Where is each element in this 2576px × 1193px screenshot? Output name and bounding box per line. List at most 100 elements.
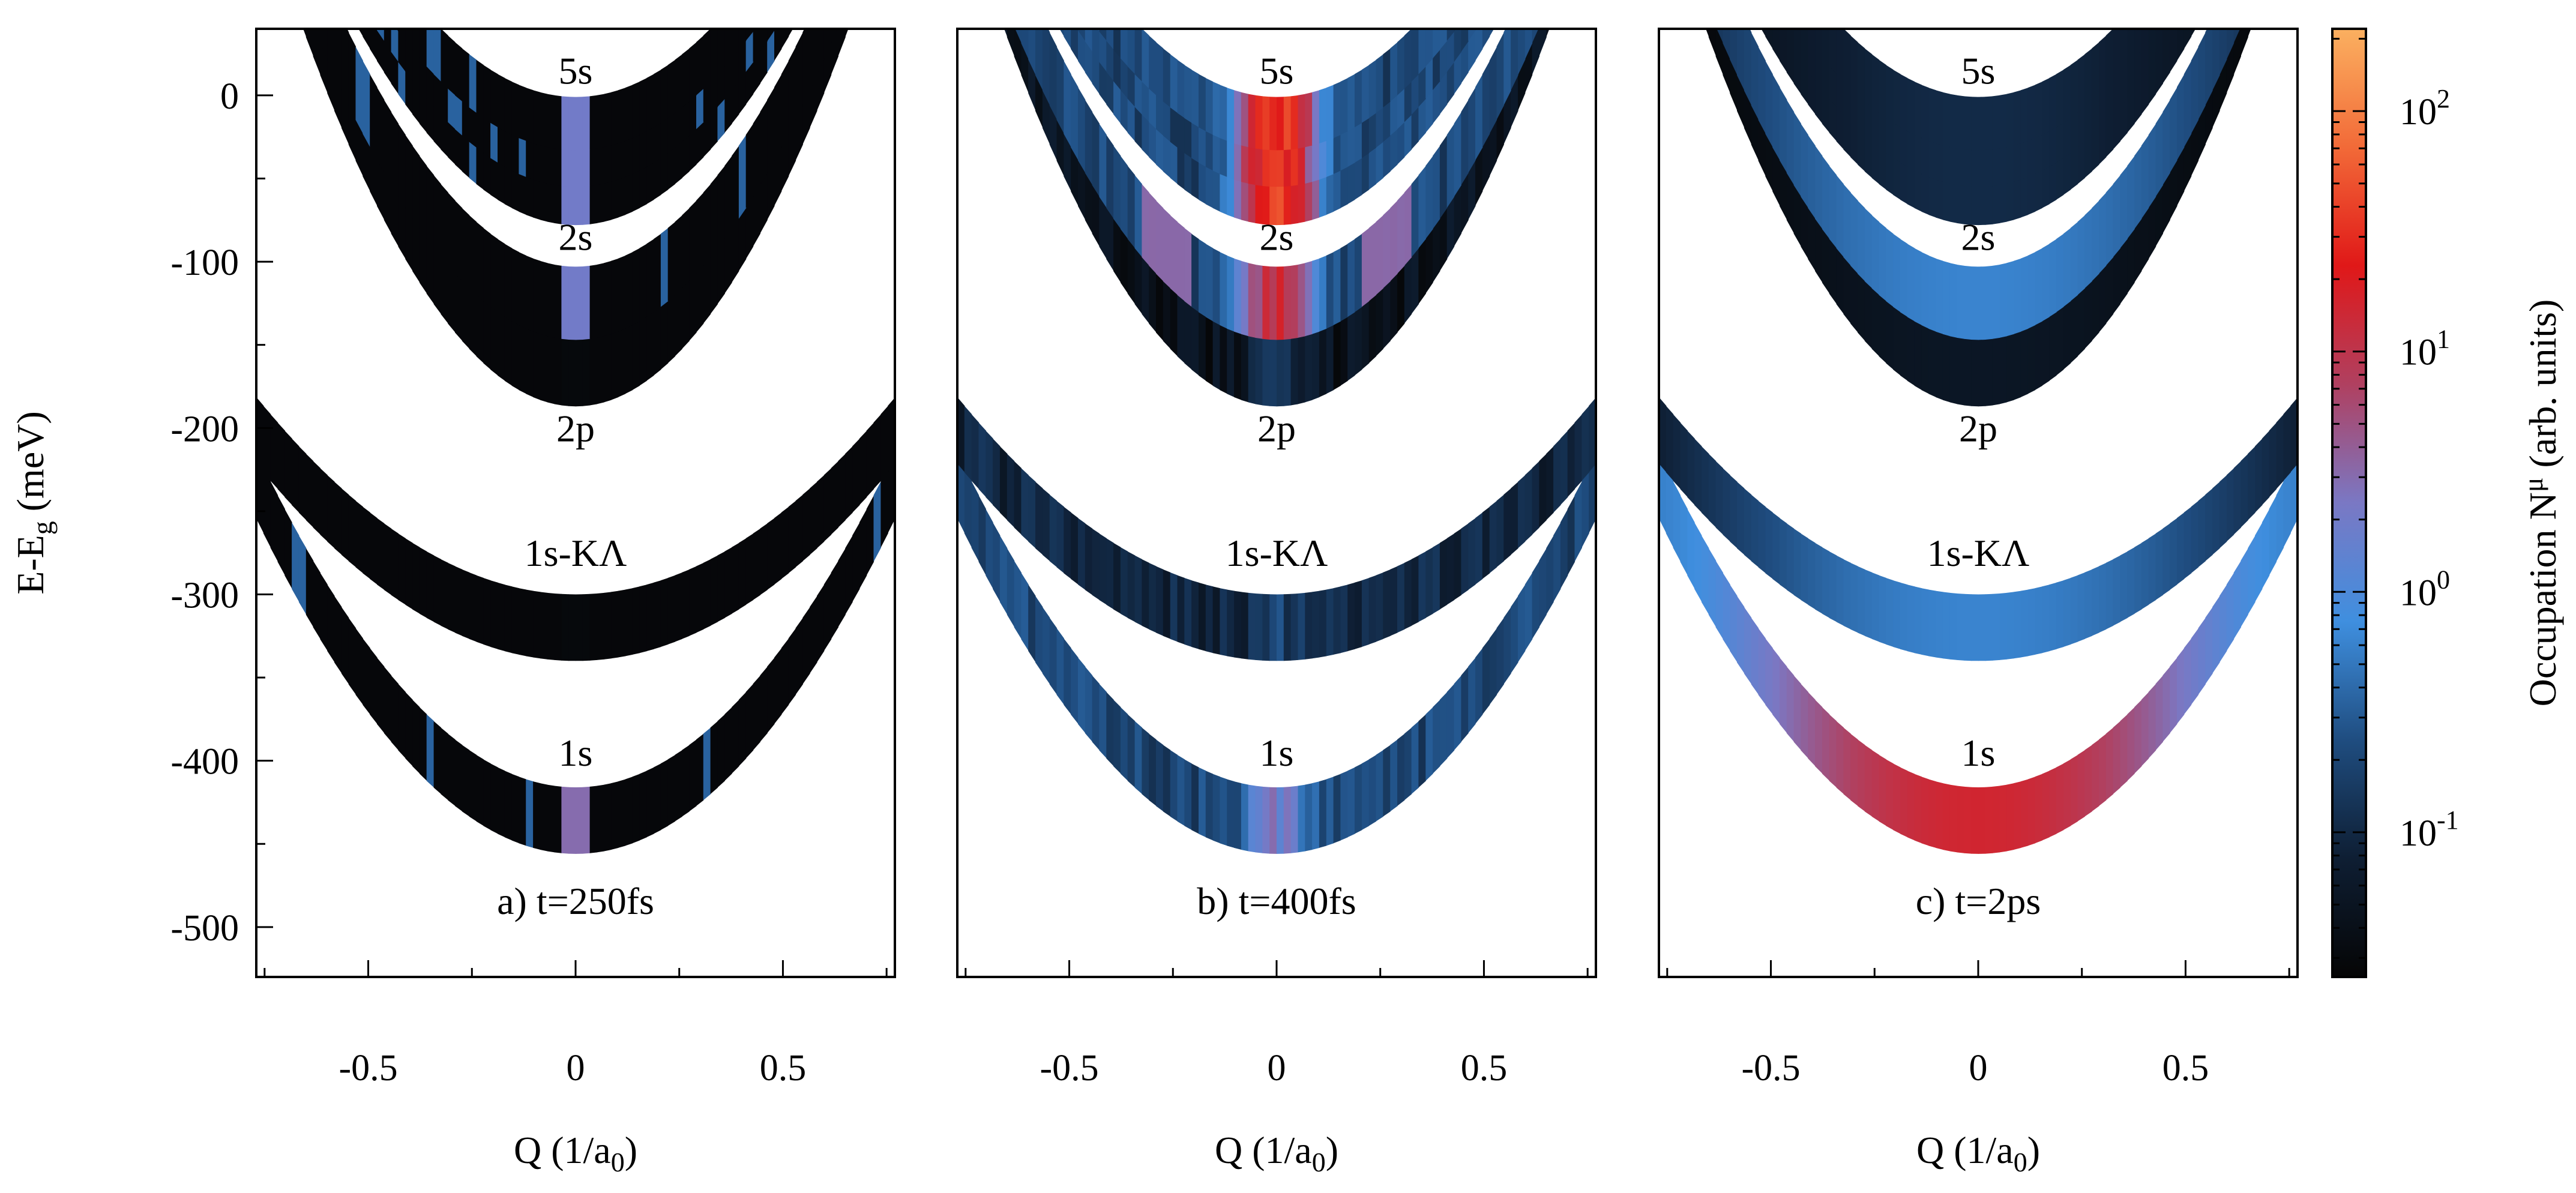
band-segment bbox=[1694, 0, 1702, 17]
band-segment bbox=[1468, 29, 1476, 73]
band-segment bbox=[263, 466, 271, 548]
band-segment bbox=[292, 522, 299, 603]
band-segment bbox=[348, 618, 357, 695]
band-segment bbox=[1921, 317, 1929, 394]
band-segment bbox=[1957, 786, 1964, 853]
band-segment bbox=[1099, 684, 1107, 759]
band-segment bbox=[1241, 260, 1249, 337]
band-segment bbox=[2077, 275, 2085, 356]
panel-b-ticks: -0.5 0 0.5 bbox=[964, 960, 1589, 1089]
band-segment bbox=[1680, 495, 1688, 575]
band-segment bbox=[561, 265, 569, 340]
band-segment bbox=[320, 572, 328, 651]
band-segment bbox=[1177, 221, 1185, 301]
band-segment bbox=[1737, 596, 1745, 674]
band-segment bbox=[1120, 547, 1128, 618]
band-segment bbox=[1028, 29, 1036, 76]
band-segment bbox=[1269, 97, 1277, 151]
band-segment bbox=[384, 0, 391, 22]
band-segment bbox=[2170, 29, 2177, 73]
band-label: 1s bbox=[559, 732, 593, 774]
band-segment bbox=[795, 32, 803, 120]
band-segment bbox=[618, 589, 626, 658]
band-segment bbox=[767, 29, 775, 73]
band-segment bbox=[462, 208, 470, 289]
band-segment bbox=[1277, 594, 1284, 661]
band-segment bbox=[654, 763, 661, 834]
band-segment bbox=[1283, 593, 1292, 661]
band-segment bbox=[2063, 290, 2071, 370]
band-segment bbox=[717, 551, 725, 622]
band-segment bbox=[1864, 48, 1873, 108]
band-label: 2s bbox=[1961, 215, 1996, 258]
band-label: 2s bbox=[1260, 215, 1294, 258]
band-segment bbox=[1113, 542, 1121, 614]
band-segment bbox=[1298, 94, 1305, 149]
band-segment bbox=[1567, 495, 1575, 575]
band-segment bbox=[448, 562, 456, 633]
band-segment bbox=[597, 263, 604, 338]
band-segment bbox=[1368, 59, 1377, 118]
band-segment bbox=[306, 0, 313, 26]
band-segment bbox=[788, 29, 793, 37]
band-segment bbox=[469, 275, 477, 356]
band-segment bbox=[1059, 29, 1064, 37]
band-segment bbox=[1283, 265, 1292, 340]
band-segment bbox=[1298, 263, 1305, 338]
band-segment bbox=[1574, 481, 1582, 562]
band-segment bbox=[1900, 582, 1908, 652]
panel-a-frame bbox=[255, 28, 896, 978]
band-segment bbox=[1780, 0, 1787, 12]
band-segment bbox=[838, 0, 845, 26]
band-segment bbox=[1050, 0, 1057, 24]
band-segment bbox=[2027, 588, 2036, 657]
band-segment bbox=[1978, 266, 1986, 340]
band-segment bbox=[2177, 74, 2185, 161]
band-segment bbox=[667, 575, 676, 645]
band-segment bbox=[1780, 518, 1787, 590]
band-segment bbox=[2042, 307, 2050, 386]
band-segment bbox=[1241, 783, 1249, 852]
band-segment bbox=[604, 326, 612, 403]
panel-b-band-labels: 1s 1s-KΛ 2p 2s 5s bbox=[1226, 49, 1328, 774]
band-segment bbox=[398, 684, 406, 759]
band-segment bbox=[760, 0, 767, 22]
band-segment bbox=[2191, 628, 2199, 705]
band-segment bbox=[1142, 184, 1149, 266]
band-segment bbox=[1277, 332, 1284, 407]
band-segment bbox=[845, 29, 849, 37]
band-segment bbox=[1879, 221, 1886, 301]
band-segment bbox=[703, 29, 711, 89]
band-segment bbox=[1397, 35, 1405, 95]
band-segment bbox=[957, 452, 965, 533]
band-segment bbox=[696, 562, 704, 633]
band-segment bbox=[1482, 638, 1490, 715]
band-segment bbox=[1004, 29, 1008, 37]
band-segment bbox=[1056, 46, 1064, 134]
band-segment bbox=[1347, 302, 1355, 381]
band-segment bbox=[1843, 29, 1851, 89]
band-segment bbox=[1936, 781, 1943, 850]
band-segment bbox=[1985, 265, 1993, 340]
band-segment bbox=[1212, 312, 1220, 390]
y-tick-label: -300 bbox=[170, 575, 239, 616]
band-segment bbox=[2084, 745, 2092, 817]
band-segment bbox=[1475, 512, 1483, 585]
band-segment bbox=[568, 594, 576, 661]
band-segment bbox=[1411, 721, 1419, 795]
band-segment bbox=[2269, 495, 2277, 575]
band-segment bbox=[1418, 714, 1426, 788]
band-segment bbox=[1092, 29, 1100, 62]
band-segment bbox=[717, 166, 725, 248]
band-segment bbox=[1822, 155, 1830, 239]
band-segment bbox=[2233, 29, 2241, 75]
band-segment bbox=[270, 414, 278, 489]
band-segment bbox=[1106, 538, 1114, 610]
band-segment bbox=[2233, 560, 2241, 640]
band-segment bbox=[1836, 29, 1844, 82]
band-segment bbox=[1687, 430, 1695, 505]
band-segment bbox=[1758, 628, 1766, 705]
band-segment bbox=[1184, 759, 1192, 831]
band-segment bbox=[1220, 85, 1227, 141]
band-segment bbox=[1177, 283, 1185, 364]
